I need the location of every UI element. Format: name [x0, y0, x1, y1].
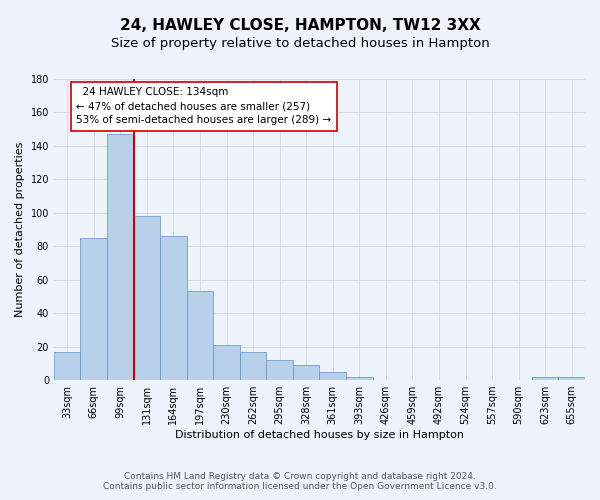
Text: 24, HAWLEY CLOSE, HAMPTON, TW12 3XX: 24, HAWLEY CLOSE, HAMPTON, TW12 3XX: [119, 18, 481, 32]
Text: Size of property relative to detached houses in Hampton: Size of property relative to detached ho…: [110, 38, 490, 51]
Bar: [346, 376, 373, 380]
Text: 24 HAWLEY CLOSE: 134sqm
← 47% of detached houses are smaller (257)
53% of semi-d: 24 HAWLEY CLOSE: 134sqm ← 47% of detache…: [76, 88, 332, 126]
Bar: [134, 216, 160, 380]
Bar: [213, 345, 240, 380]
Bar: [266, 360, 293, 380]
Bar: [187, 292, 213, 380]
Bar: [160, 236, 187, 380]
Text: Contains public sector information licensed under the Open Government Licence v3: Contains public sector information licen…: [103, 482, 497, 491]
Bar: [293, 365, 319, 380]
Bar: [532, 376, 559, 380]
Bar: [107, 134, 134, 380]
Bar: [319, 372, 346, 380]
Bar: [240, 352, 266, 380]
Bar: [559, 376, 585, 380]
Bar: [80, 238, 107, 380]
Y-axis label: Number of detached properties: Number of detached properties: [15, 142, 25, 317]
Bar: [54, 352, 80, 380]
X-axis label: Distribution of detached houses by size in Hampton: Distribution of detached houses by size …: [175, 430, 464, 440]
Text: Contains HM Land Registry data © Crown copyright and database right 2024.: Contains HM Land Registry data © Crown c…: [124, 472, 476, 481]
